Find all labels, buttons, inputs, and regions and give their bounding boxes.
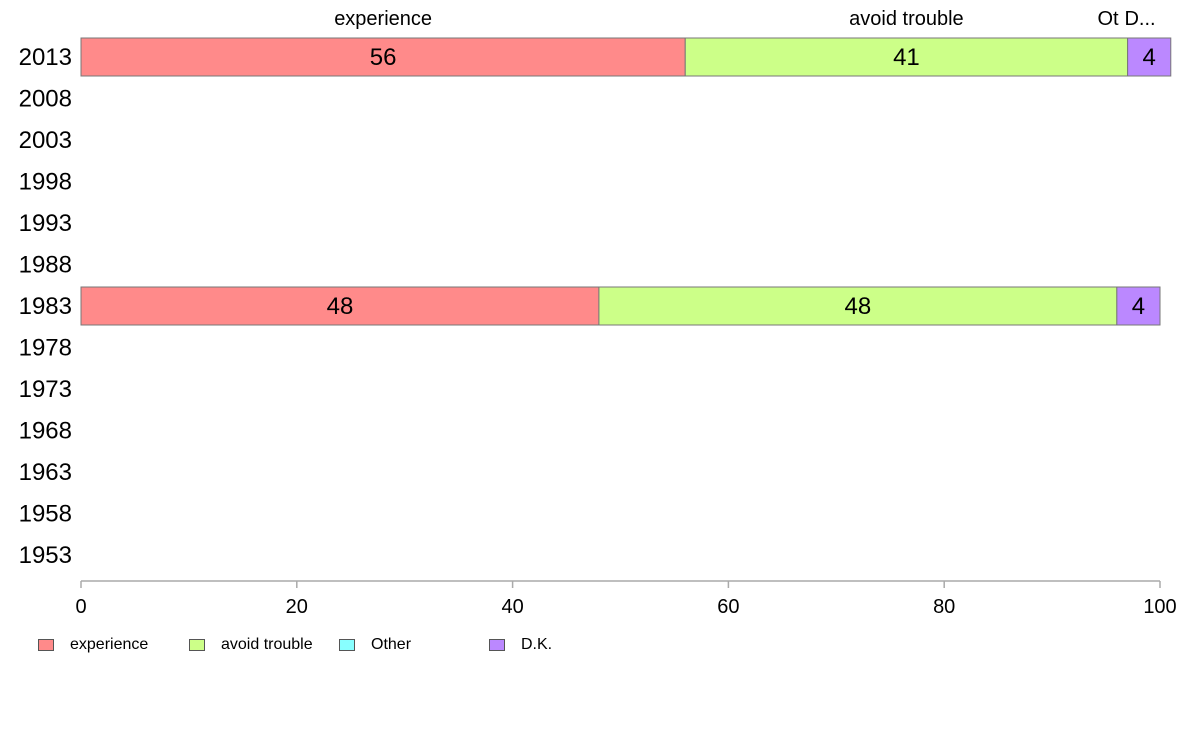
y-tick-label: 1983	[19, 293, 72, 320]
legend-label: experience	[70, 636, 149, 653]
column-header-label: avoid trouble	[849, 8, 964, 30]
legend-swatch-dk	[489, 639, 505, 651]
legend-item-other: Other	[339, 636, 411, 654]
legend-label: avoid trouble	[221, 636, 313, 653]
y-tick-label: 1993	[19, 210, 72, 237]
data-label: 48	[845, 293, 872, 320]
data-label: 4	[1143, 44, 1156, 71]
y-tick-label: 1958	[19, 501, 72, 528]
data-label: 48	[327, 293, 354, 320]
legend-label: Other	[371, 636, 412, 653]
data-label: 41	[893, 44, 920, 71]
y-tick-label: 2008	[19, 86, 72, 113]
x-tick-label: 40	[501, 596, 523, 618]
legend-swatch-other	[339, 639, 355, 651]
bar	[1116, 286, 1161, 326]
x-tick-label: 100	[1143, 596, 1176, 618]
legend-label: D.K.	[521, 636, 553, 653]
y-tick-label: 1968	[19, 418, 72, 445]
x-tick-label: 20	[286, 596, 308, 618]
data-label: 4	[1132, 293, 1145, 320]
y-tick-label: 1953	[19, 542, 72, 569]
y-tick-label: 1973	[19, 376, 72, 403]
bar	[1127, 37, 1172, 77]
legend-swatch-experience	[38, 639, 54, 651]
y-tick-label: 1998	[19, 169, 72, 196]
bar	[80, 286, 600, 326]
y-tick-label: 1988	[19, 252, 72, 279]
x-tick-label: 80	[933, 596, 955, 618]
y-tick-label: 1963	[19, 459, 72, 486]
column-header-label: D...	[1124, 8, 1155, 30]
column-header-label: experience	[334, 8, 432, 30]
y-tick-label: 2013	[19, 44, 72, 71]
y-tick-label: 1978	[19, 335, 72, 362]
data-label: 56	[370, 44, 397, 71]
x-tick-label: 60	[717, 596, 739, 618]
legend-swatch-avoid-trouble	[189, 639, 205, 651]
bar	[684, 37, 1129, 77]
legend-item-dk: D.K.	[489, 636, 552, 654]
legend-item-experience: experience	[38, 636, 148, 654]
y-tick-label: 2003	[19, 127, 72, 154]
bar	[80, 37, 686, 77]
legend-item-avoid-trouble: avoid trouble	[189, 636, 313, 654]
column-header-label: Ot	[1097, 8, 1119, 30]
x-tick-label: 0	[75, 596, 86, 618]
bar	[598, 286, 1118, 326]
